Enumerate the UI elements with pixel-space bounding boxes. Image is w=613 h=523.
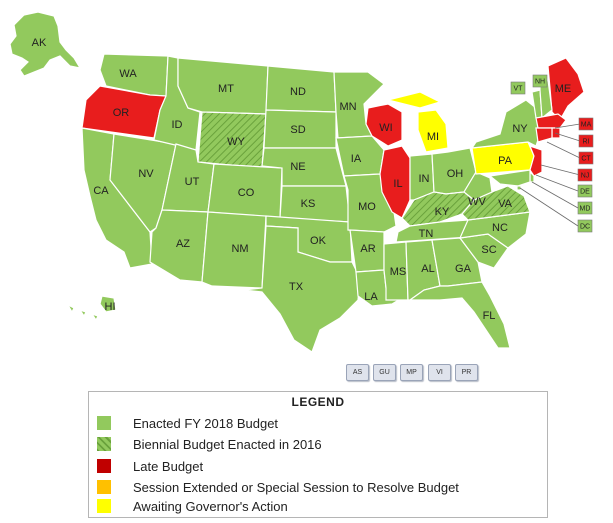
state-label: MA [581,122,592,129]
state-dc[interactable] [516,185,522,191]
legend-swatch-session [97,480,111,494]
state-label: WI [379,122,392,134]
legend-item-late: Late Budget [97,458,203,474]
state-label: MS [390,266,407,278]
state-label: OK [310,235,327,247]
state-label: SC [481,244,496,256]
state-label: UT [185,176,200,188]
state-label: CO [238,187,255,199]
legend-swatch-awaiting [97,499,111,513]
state-md[interactable] [488,169,531,187]
state-label: IL [393,178,402,190]
legend-swatch-biennial [97,437,111,451]
state-box-nj[interactable]: NJ [577,168,593,182]
us-map: AK HI WA OR CA NV ID MT WY UT AZ CO NM ND SD NE KS OK TX MN… [9,11,594,353]
state-label: WA [119,68,137,80]
state-fl[interactable] [408,281,511,349]
state-label: TX [289,281,304,293]
state-label: MD [580,206,591,213]
state-label: IN [419,173,430,185]
state-label: MT [218,83,234,95]
state-box-vt[interactable]: VT [510,81,526,95]
state-label: VA [498,198,513,210]
legend-item-awaiting: Awaiting Governor's Action [97,498,288,514]
state-label: ME [555,83,572,95]
state-box-de[interactable]: DE [577,184,593,198]
legend-title: LEGEND [291,395,345,409]
legend-label: Awaiting Governor's Action [133,498,288,514]
state-label: NV [138,168,154,180]
legend: LEGEND Enacted FY 2018 Budget Biennial B… [88,391,548,518]
state-label: CT [581,156,591,163]
state-label: NE [290,161,305,173]
legend-label: Biennial Budget Enacted in 2016 [133,436,322,452]
state-label: NH [535,79,545,86]
legend-swatch-enacted [97,416,111,430]
state-label: RI [583,139,590,146]
state-ma[interactable] [535,113,567,129]
state-box-ma[interactable]: MA [578,117,594,131]
state-label: MI [427,131,439,143]
state-label: ID [172,119,183,131]
state-label: NY [512,123,528,135]
state-label: AL [421,263,434,275]
state-nm[interactable] [201,211,267,289]
state-label: AZ [176,238,190,250]
state-wv[interactable] [463,171,493,201]
state-label: HI [105,301,116,313]
state-label: FL [483,310,496,322]
state-wi[interactable] [365,103,403,147]
legend-swatch-late [97,459,111,473]
state-box-md[interactable]: MD [577,201,593,215]
state-label: AR [360,243,375,255]
state-label: IA [351,153,362,165]
state-label: WV [468,196,486,208]
state-label: PA [498,155,513,167]
state-label: NJ [581,173,590,180]
state-ny[interactable] [470,99,541,149]
territory-button-mp[interactable]: MP [400,364,423,381]
state-box-nh[interactable]: NH [532,74,548,88]
legend-item-session: Session Extended or Special Session to R… [97,479,459,495]
state-mi[interactable] [387,91,449,153]
territory-button-vi[interactable]: VI [428,364,451,381]
state-label: CA [93,185,109,197]
state-tx[interactable] [243,225,361,353]
state-label: DE [580,189,590,196]
state-label: LA [364,291,378,303]
legend-item-biennial: Biennial Budget Enacted in 2016 [97,436,322,452]
state-label: OH [447,168,464,180]
state-box-ct[interactable]: CT [578,151,594,165]
state-label: DC [580,224,590,231]
state-label: WY [227,136,245,148]
state-ak[interactable] [9,11,82,77]
state-label: KY [435,206,450,218]
state-label: NM [231,243,248,255]
state-label: VT [514,86,524,93]
legend-label: Session Extended or Special Session to R… [133,479,459,495]
state-box-dc[interactable]: DC [577,219,593,233]
state-va[interactable] [461,185,531,221]
territory-button-gu[interactable]: GU [373,364,396,381]
state-label: KS [301,198,316,210]
state-label: MN [339,101,356,113]
legend-label: Enacted FY 2018 Budget [133,415,279,431]
state-label: ND [290,86,306,98]
state-label: NC [492,222,508,234]
state-label: MO [358,201,376,213]
territory-button-pr[interactable]: PR [455,364,478,381]
legend-item-enacted: Enacted FY 2018 Budget [97,415,278,431]
state-label: GA [455,263,472,275]
state-ct[interactable] [535,127,553,143]
state-label: OR [113,107,130,119]
state-box-ri[interactable]: RI [578,134,594,148]
state-hi[interactable] [66,295,117,322]
state-label: TN [419,228,434,240]
legend-label: Late Budget [133,458,204,474]
state-label: SD [290,124,305,136]
territory-button-as[interactable]: AS [346,364,369,381]
state-label: AK [32,37,47,49]
